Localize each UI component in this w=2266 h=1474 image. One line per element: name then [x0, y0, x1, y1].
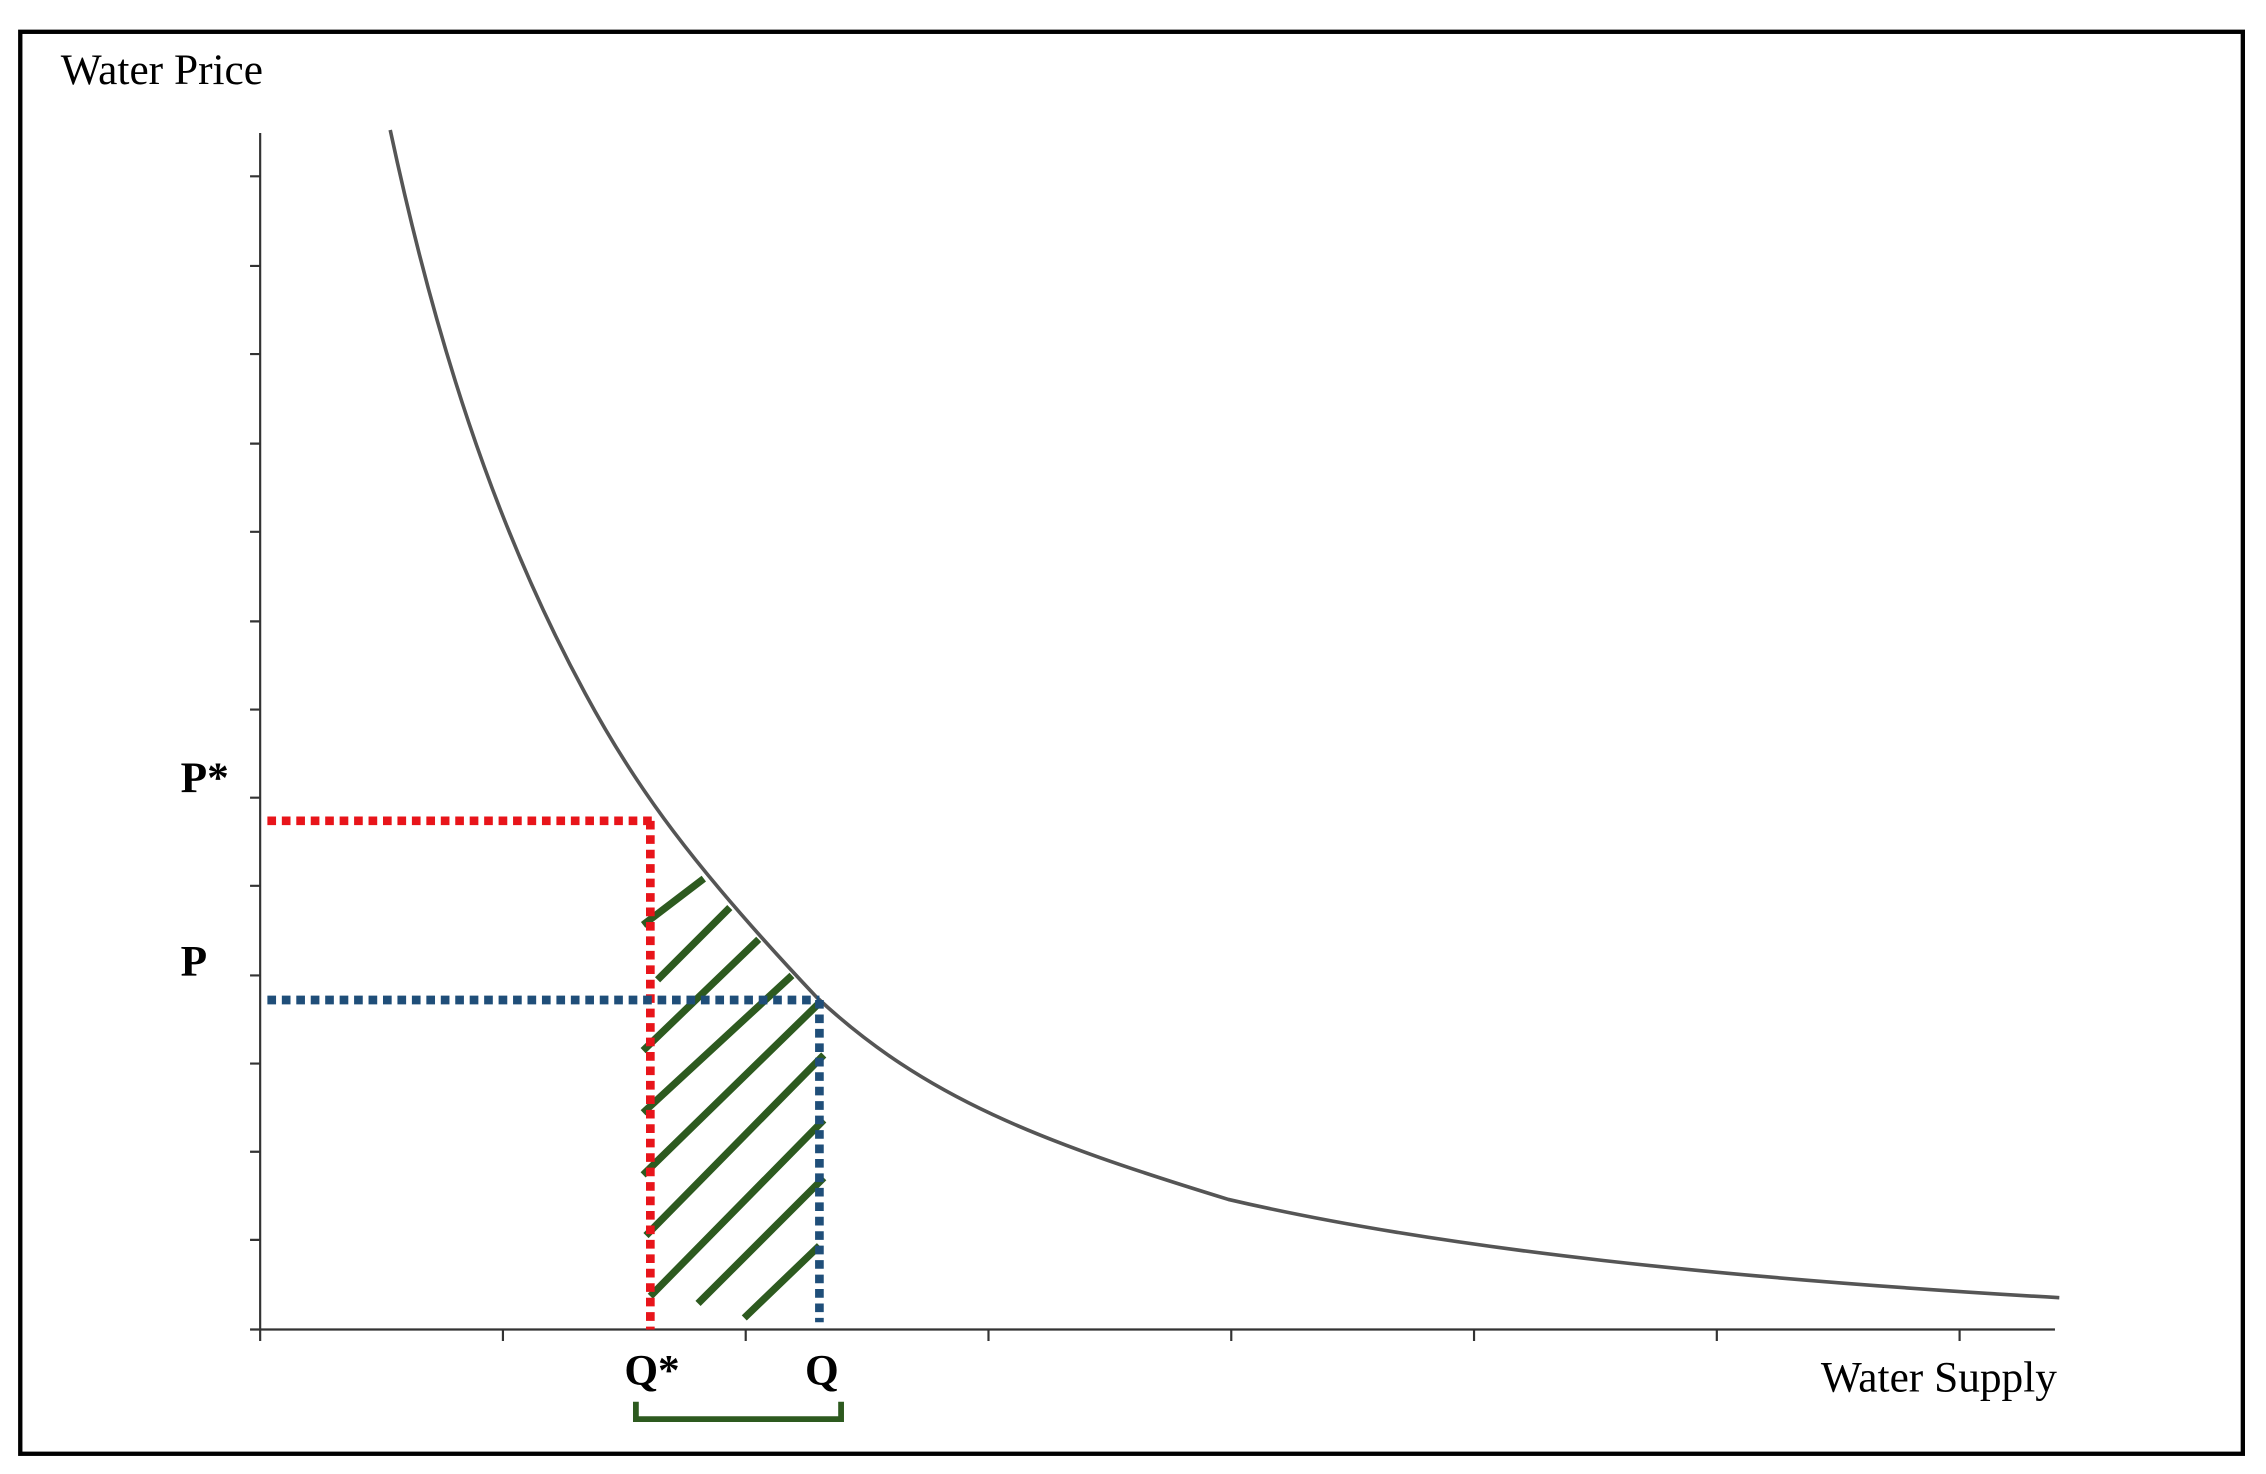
- p-star-label: P*: [181, 754, 229, 802]
- bracket: [632, 1401, 844, 1422]
- p-star-guide: [267, 816, 658, 1330]
- q-label: Q: [805, 1346, 839, 1394]
- demand-curve: [388, 129, 2060, 1300]
- p-label: P: [181, 937, 207, 985]
- y-axis-label: Water Price: [61, 46, 263, 94]
- q-star-label: Q*: [624, 1346, 679, 1394]
- frame: [18, 29, 2246, 1456]
- guides: [267, 816, 824, 1330]
- p-guide: [267, 995, 824, 1323]
- x-ticks: [259, 1329, 1961, 1342]
- axes: [250, 132, 2055, 1342]
- x-axis-label: Water Supply: [1821, 1354, 2057, 1402]
- y-ticks: [250, 175, 261, 1331]
